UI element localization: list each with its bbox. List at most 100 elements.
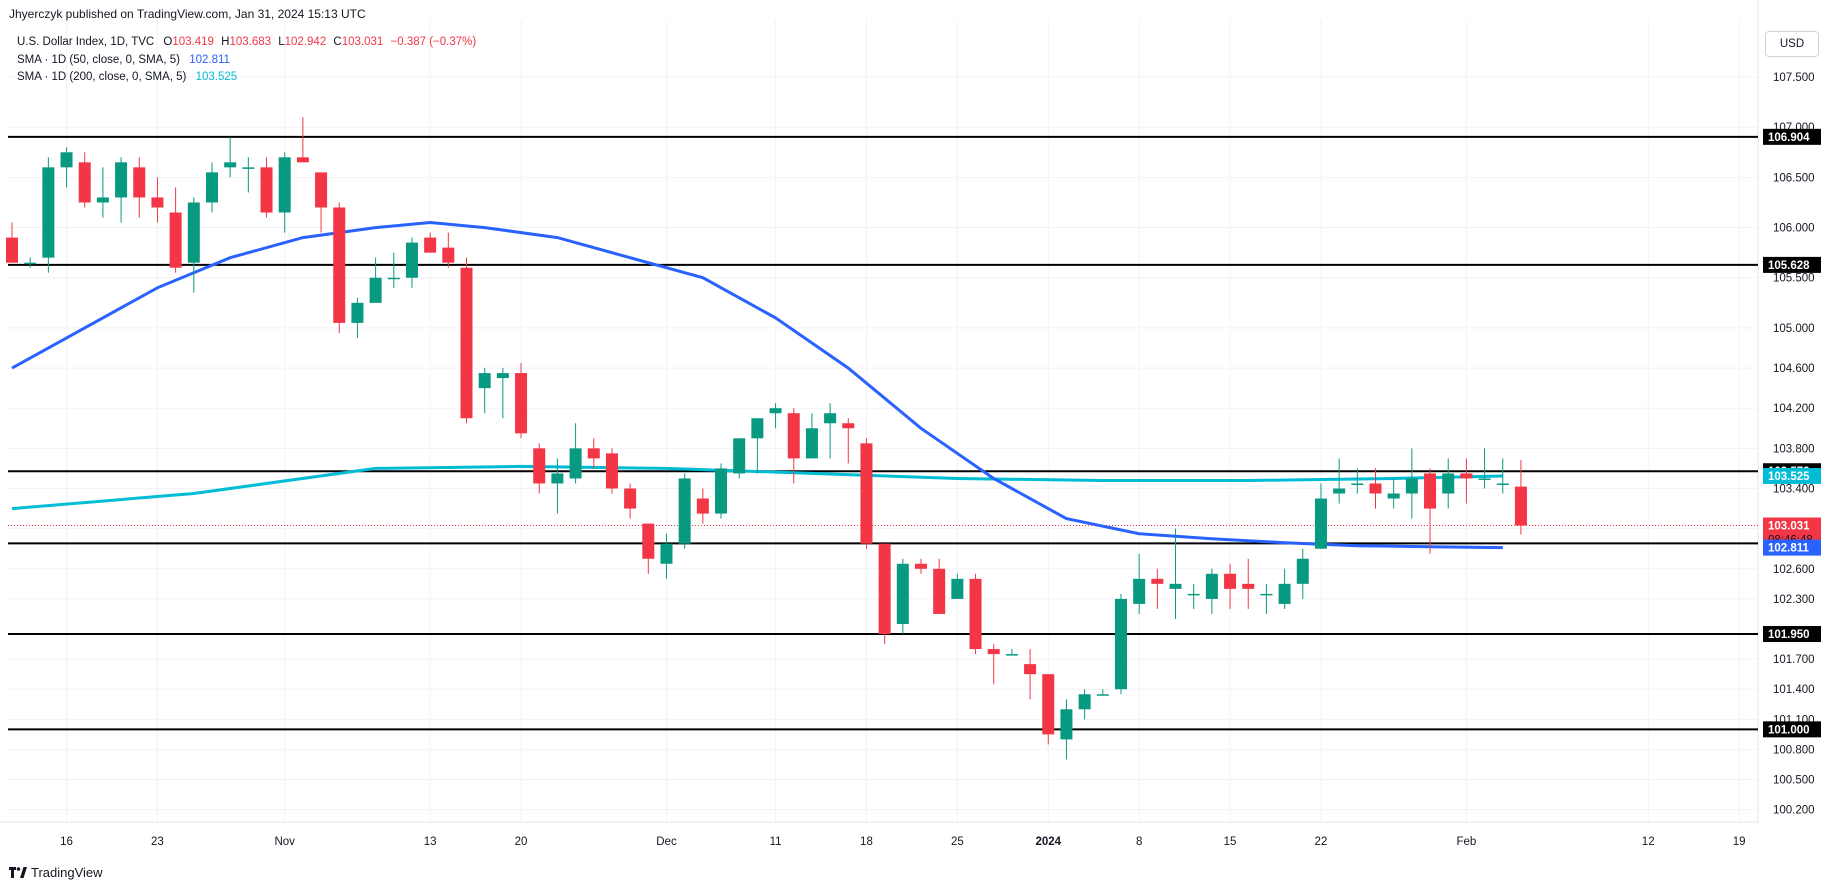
legend-symbol[interactable]: U.S. Dollar Index, 1D, TVC [17, 36, 155, 48]
candle-body [1442, 473, 1455, 494]
candle [969, 573, 982, 655]
candle-body [1060, 709, 1073, 740]
candle-body [660, 543, 673, 564]
time-axis[interactable]: 16 23 Nov 13 20 Dec 11 18 25 2024 8 15 22 Feb 12 19 [60, 836, 1745, 848]
candle [1424, 468, 1437, 554]
candle [878, 543, 891, 645]
y-tick-label: 106.500 [1773, 172, 1815, 184]
candle-body [1514, 486, 1527, 526]
candle-body [787, 413, 800, 459]
candle-body [1296, 558, 1309, 584]
candle [78, 152, 91, 208]
candle-body [587, 448, 600, 459]
candle-body [478, 373, 491, 389]
candle [115, 157, 128, 223]
candle-body [842, 423, 855, 429]
candle-body [1387, 493, 1400, 499]
candle-body [442, 247, 455, 263]
candle-body [1314, 498, 1327, 549]
candle [387, 252, 400, 288]
candle-body [1133, 578, 1146, 604]
legend-h-label: H [221, 36, 230, 48]
candle-body [96, 197, 109, 203]
candle [751, 418, 764, 474]
legend-low: 102.942 [284, 36, 327, 48]
legend-c-label: C [333, 36, 342, 48]
legend-sma200-row[interactable]: SMA · 1D (200, close, 0, SMA, 5) 103.525 [17, 69, 476, 87]
candle-body [1205, 573, 1218, 599]
currency-button[interactable]: USD [1765, 31, 1819, 57]
candle [787, 408, 800, 484]
candle-body [42, 167, 55, 258]
candle-body [551, 473, 564, 484]
level-tag-bg [1763, 256, 1821, 273]
candle [1460, 458, 1473, 504]
y-tick-label: 104.600 [1773, 363, 1815, 375]
x-tick-label: 20 [515, 836, 528, 848]
level-tag: 106.904 [1768, 132, 1810, 144]
candle-body [133, 167, 146, 198]
x-tick-label: 23 [151, 836, 164, 848]
candle [1333, 458, 1346, 504]
price-axis[interactable]: 107.500107.000106.500106.000105.500105.0… [1773, 72, 1815, 817]
candle-body [515, 373, 528, 434]
candlesticks [6, 117, 1527, 760]
candle-body [169, 212, 182, 268]
legend-symbol-row: U.S. Dollar Index, 1D, TVC O103.419 H103… [17, 34, 476, 52]
y-tick-label: 100.200 [1773, 805, 1815, 817]
x-tick-label: 18 [860, 836, 873, 848]
candle [842, 418, 855, 464]
candle [460, 257, 473, 424]
moving-averages [11, 220, 1503, 550]
sma50-line [11, 220, 1503, 550]
brand-name: TradingView [31, 865, 103, 880]
candle [1496, 458, 1509, 494]
y-tick-label: 105.500 [1773, 273, 1815, 285]
candle-body [1151, 578, 1164, 584]
candle [715, 463, 728, 519]
candle [769, 403, 782, 429]
x-tick-label: Nov [274, 836, 295, 848]
candle-body [533, 448, 546, 484]
candle [805, 413, 818, 459]
candle [369, 257, 382, 303]
legend-sma50-row[interactable]: SMA · 1D (50, close, 0, SMA, 5) 102.811 [17, 52, 476, 70]
candle-body [1005, 654, 1018, 656]
candle [1405, 448, 1418, 519]
candle [896, 558, 909, 635]
level-tag: 105.628 [1768, 260, 1810, 272]
candle [1078, 689, 1091, 720]
candle [1260, 583, 1273, 614]
candle-body [1405, 478, 1418, 494]
candle-body [1187, 593, 1200, 596]
candle-body [1260, 593, 1273, 596]
tradingview-logo-icon [9, 867, 27, 878]
horizontal-levels [8, 135, 1758, 731]
candle [315, 172, 328, 233]
candle-body [751, 418, 764, 439]
tradingview-logo[interactable]: TradingView [9, 865, 103, 880]
candle-body [805, 428, 818, 459]
legend-l-label: L [278, 36, 285, 48]
y-tick-label: 103.800 [1773, 443, 1815, 455]
candle [1314, 483, 1327, 549]
legend-high: 103.683 [229, 36, 272, 48]
candle [6, 222, 18, 263]
candle-body [1042, 674, 1055, 735]
candle-body [60, 152, 73, 168]
candle [1060, 699, 1073, 760]
candle [278, 152, 291, 233]
candle [1351, 468, 1364, 494]
candle [24, 257, 37, 268]
last-price-tag: 103.031 [1768, 521, 1810, 533]
candle-body [1351, 483, 1364, 485]
candle-body [605, 453, 618, 489]
candle-body [151, 197, 164, 208]
candle [605, 448, 618, 494]
legend-sma50-label: SMA · 1D (50, close, 0, SMA, 5) [17, 53, 180, 66]
candle-body [369, 277, 382, 303]
candle-body [242, 167, 255, 169]
candle-body [733, 438, 746, 474]
x-tick-label: 19 [1733, 836, 1746, 848]
